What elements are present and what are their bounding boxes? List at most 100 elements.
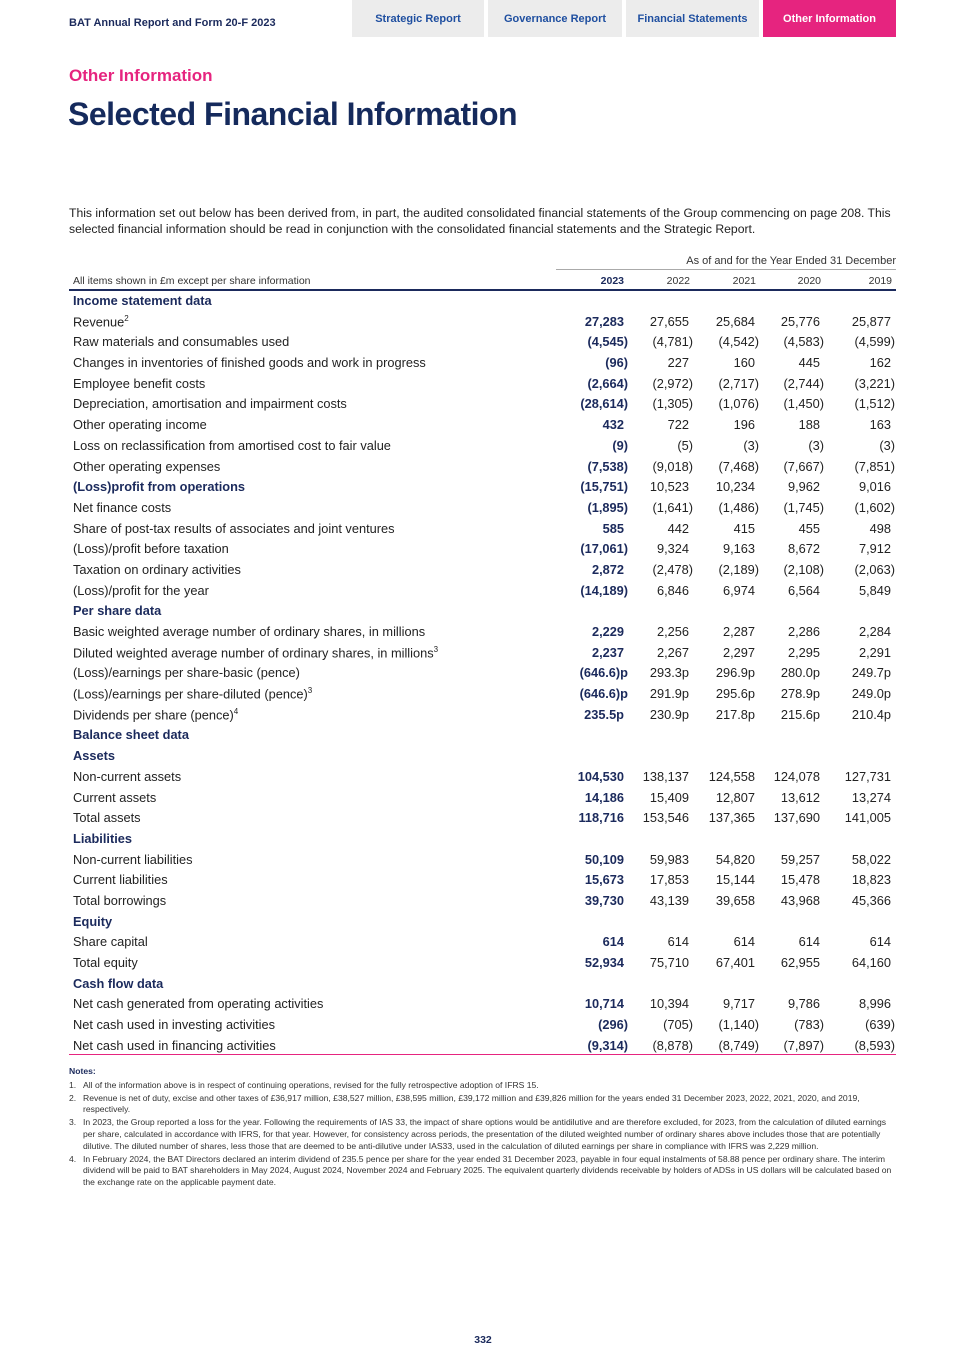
table-row: Loss on reclassification from amortised … [69, 435, 896, 456]
row-label: Basic weighted average number of ordinar… [73, 624, 425, 639]
row-label-text: Cash flow data [73, 975, 164, 991]
cell-2022: 15,409 [649, 789, 689, 805]
table-section-heading: Per share data [69, 600, 896, 621]
table-row: Net cash used in investing activities (29… [69, 1014, 896, 1035]
cell-2022: 442 [667, 520, 689, 536]
table-row: Taxation on ordinary activities 2,872 (2,4… [69, 559, 896, 580]
cell-2020: 43,968 [780, 892, 820, 908]
cell-2019: 18,823 [851, 872, 891, 888]
footnote-ref: 3 [307, 686, 313, 696]
table-row: Basic weighted average number of ordinar… [69, 621, 896, 642]
row-label-text: Basic weighted average number of ordinar… [73, 624, 426, 639]
row-label: (Loss)/profit before taxation [73, 541, 229, 556]
row-label: Revenue2 [73, 314, 129, 329]
cell-2021: 15,144 [715, 872, 755, 888]
cell-2019: 498 [869, 520, 891, 536]
table-row: Net finance costs (1,895) (1,641) (1,486) (1… [69, 497, 896, 518]
cell-2022: 291.9p [649, 686, 689, 702]
cell-2022: 6,846 [656, 582, 689, 598]
row-label-text: Non-current assets [73, 768, 182, 784]
cell-2019: 249.0p [851, 686, 891, 702]
row-label-text: Depreciation, amortisation and impairmen… [73, 396, 347, 412]
row-label-text: Current assets [73, 789, 157, 805]
cell-2019: 2,291 [858, 644, 891, 660]
cell-2019: 249.7p [851, 665, 891, 681]
cell-2020: 15,478 [780, 872, 820, 888]
document-title: BAT Annual Report and Form 20-F 2023 [69, 17, 276, 29]
cell-2023: 52,934 [584, 955, 624, 970]
row-label-text: Net cash generated from operating activi… [73, 996, 324, 1012]
cell-2023: (96) [605, 355, 628, 371]
page-number: 332 [474, 1334, 492, 1346]
row-label: (Loss)/earnings per share-diluted (pence… [73, 686, 312, 701]
cell-2023: 2,872 [591, 561, 624, 577]
table-row: Share of post-tax results of associates … [69, 518, 896, 539]
cell-2023: (28,614) [580, 396, 628, 412]
row-label-text: (Loss)/earnings per share-basic (pence) [73, 665, 300, 681]
row-label: Other operating expenses [73, 459, 220, 474]
tab-governance-report[interactable]: Governance Report [488, 0, 622, 37]
note-text: In 2023, the Group reported a loss for t… [83, 1117, 887, 1151]
cell-2022: 2,256 [656, 624, 689, 639]
cell-2022: 10,523 [649, 479, 689, 495]
row-label-text: Total equity [73, 955, 138, 970]
cell-2019: (1,512) [854, 396, 895, 412]
cell-2019: (1,602) [854, 499, 895, 515]
cell-2022: 9,324 [656, 541, 689, 557]
row-label: Raw materials and consumables used [73, 334, 289, 349]
intro-paragraph: This information set out below has been … [69, 206, 891, 236]
table-row: Net cash generated from operating activi… [69, 993, 896, 1014]
row-label-text: Total assets [73, 810, 141, 826]
note-item: 4. In February 2024, the BAT Directors de… [69, 1154, 899, 1189]
cell-2020: 59,257 [780, 851, 820, 867]
year-header-2022: 2022 [666, 275, 690, 287]
tab-strategic-report[interactable]: Strategic Report [352, 0, 484, 37]
cell-2022: 138,137 [642, 768, 689, 784]
table-row: Total equity 52,934 75,710 67,401 62,955 64,1… [69, 952, 896, 973]
cell-2023: (9,314) [587, 1037, 628, 1053]
table-row: Non-current liabilities 50,109 59,983 54,82… [69, 849, 896, 870]
cell-2020: (7,897) [783, 1037, 824, 1053]
row-label-text: Assets [73, 748, 115, 764]
note-text: Revenue is net of duty, excise and other… [83, 1092, 860, 1115]
cell-2023: (9) [612, 437, 628, 453]
cell-2019: (639) [865, 1017, 895, 1033]
table-row: Other operating expenses (7,538) (9,018) (7… [69, 456, 896, 477]
cell-2020: 13,612 [780, 789, 820, 805]
cell-2021: 6,974 [722, 582, 755, 598]
cell-2023: (14,189) [580, 582, 628, 598]
table-row: (Loss)/earnings per share-basic (pence) (… [69, 662, 896, 683]
table-section-heading: Assets [69, 745, 896, 766]
cell-2023: (296) [598, 1017, 628, 1033]
cell-2019: 163 [869, 417, 891, 433]
cell-2022: (705) [663, 1017, 693, 1033]
row-label-text: (Loss)/earnings per share-diluted (pence… [73, 686, 308, 702]
cell-2022: (9,018) [652, 458, 693, 474]
row-label: Loss on reclassification from amortised … [73, 438, 391, 453]
row-label: Assets [73, 748, 115, 763]
cell-2020: 278.9p [780, 686, 820, 702]
row-label: Net finance costs [73, 500, 171, 515]
note-number: 3. [69, 1117, 77, 1128]
row-label: Balance sheet data [73, 727, 189, 742]
cell-2023: (7,538) [587, 458, 628, 474]
table-row: Total assets 118,716 153,546 137,365 137,690… [69, 807, 896, 828]
cell-2019: 210.4p [851, 706, 891, 722]
row-label: Current liabilities [73, 872, 168, 887]
table-section-heading: Cash flow data [69, 973, 896, 994]
row-label-text: Non-current liabilities [73, 851, 193, 867]
cell-2021: 415 [733, 520, 755, 536]
cell-2021: (1,486) [718, 499, 759, 515]
cell-2020: 8,672 [787, 541, 820, 557]
cell-2021: 196 [733, 417, 755, 433]
cell-2021: 39,658 [715, 892, 755, 908]
tab-other-information[interactable]: Other Information [763, 0, 896, 37]
row-label: Net cash used in financing activities [73, 1038, 276, 1053]
year-header-2019: 2019 [868, 275, 892, 287]
cell-2023: 104,530 [577, 768, 624, 784]
tab-financial-statements[interactable]: Financial Statements [626, 0, 759, 37]
table-row: (Loss)/earnings per share-diluted (pence… [69, 683, 896, 704]
row-label-text: Liabilities [73, 830, 133, 846]
cell-2021: 614 [733, 934, 755, 950]
